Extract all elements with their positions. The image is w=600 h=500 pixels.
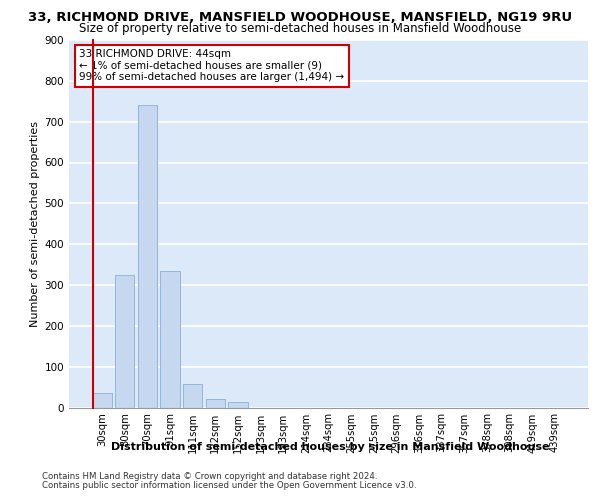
Text: Size of property relative to semi-detached houses in Mansfield Woodhouse: Size of property relative to semi-detach… [79, 22, 521, 35]
Y-axis label: Number of semi-detached properties: Number of semi-detached properties [31, 120, 40, 327]
Bar [92, 393, 112, 407]
Text: 33, RICHMOND DRIVE, MANSFIELD WOODHOUSE, MANSFIELD, NG19 9RU: 33, RICHMOND DRIVE, MANSFIELD WOODHOUSE,… [28, 11, 572, 24]
Bar [138, 106, 157, 408]
Bar [183, 384, 202, 407]
Text: Contains public sector information licensed under the Open Government Licence v3: Contains public sector information licen… [42, 481, 416, 490]
Bar [160, 270, 180, 407]
Text: Contains HM Land Registry data © Crown copyright and database right 2024.: Contains HM Land Registry data © Crown c… [42, 472, 377, 481]
Bar [206, 398, 225, 407]
Bar [115, 275, 134, 407]
Text: Distribution of semi-detached houses by size in Mansfield Woodhouse: Distribution of semi-detached houses by … [111, 442, 549, 452]
Bar [229, 402, 248, 407]
Text: 33 RICHMOND DRIVE: 44sqm
← 1% of semi-detached houses are smaller (9)
99% of sem: 33 RICHMOND DRIVE: 44sqm ← 1% of semi-de… [79, 49, 344, 82]
